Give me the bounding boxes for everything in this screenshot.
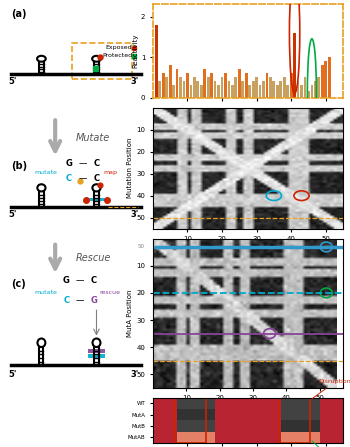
Text: 50: 50 bbox=[138, 245, 145, 249]
Bar bbox=[255, 77, 258, 97]
Bar bbox=[88, 354, 105, 358]
Bar bbox=[88, 198, 105, 202]
Bar bbox=[297, 81, 300, 97]
Bar bbox=[183, 81, 186, 97]
Text: map: map bbox=[103, 170, 117, 175]
Text: 10: 10 bbox=[138, 345, 145, 350]
Bar bbox=[214, 81, 217, 97]
Bar bbox=[293, 33, 296, 97]
Bar bbox=[224, 73, 227, 97]
Bar bbox=[175, 398, 206, 443]
Text: —: — bbox=[76, 296, 84, 305]
Bar bbox=[262, 81, 265, 97]
Bar bbox=[269, 77, 272, 97]
Bar bbox=[172, 85, 175, 97]
Bar bbox=[189, 85, 192, 97]
Text: 5': 5' bbox=[8, 370, 17, 379]
Bar bbox=[321, 65, 324, 97]
Bar bbox=[88, 349, 105, 353]
Y-axis label: Mutation Position: Mutation Position bbox=[127, 138, 133, 198]
Text: 30: 30 bbox=[138, 291, 145, 295]
Y-axis label: Reactivity: Reactivity bbox=[132, 34, 138, 68]
Bar bbox=[310, 85, 313, 97]
Bar bbox=[220, 77, 223, 97]
Bar bbox=[266, 73, 268, 97]
Bar bbox=[279, 81, 282, 97]
Bar bbox=[179, 77, 182, 97]
Y-axis label: MutA Position: MutA Position bbox=[127, 290, 133, 337]
Bar bbox=[210, 73, 213, 97]
Bar bbox=[252, 81, 254, 97]
Bar bbox=[245, 73, 247, 97]
Text: G: G bbox=[90, 296, 97, 305]
Bar bbox=[324, 61, 327, 97]
Text: mutate: mutate bbox=[34, 290, 57, 295]
Bar bbox=[165, 77, 168, 97]
Bar bbox=[200, 85, 203, 97]
Bar bbox=[279, 398, 310, 443]
Text: C: C bbox=[93, 174, 99, 183]
Bar bbox=[317, 77, 320, 97]
Bar bbox=[248, 85, 251, 97]
Bar bbox=[234, 77, 237, 97]
Bar bbox=[273, 81, 275, 97]
Bar bbox=[186, 73, 189, 97]
Bar bbox=[196, 81, 199, 97]
Text: rescue: rescue bbox=[100, 290, 121, 295]
Bar bbox=[238, 69, 241, 97]
Text: —: — bbox=[76, 277, 84, 286]
Bar bbox=[217, 85, 220, 97]
Text: (a): (a) bbox=[11, 9, 27, 19]
Bar bbox=[169, 65, 172, 97]
Bar bbox=[307, 92, 310, 97]
Bar bbox=[228, 81, 230, 97]
Text: 3': 3' bbox=[131, 77, 139, 86]
Bar bbox=[159, 81, 161, 97]
Bar bbox=[314, 81, 317, 97]
Bar bbox=[231, 85, 234, 97]
Text: (b): (b) bbox=[11, 161, 27, 171]
Text: 3': 3' bbox=[131, 211, 139, 219]
Text: C: C bbox=[91, 277, 97, 286]
Bar bbox=[286, 85, 289, 97]
Bar bbox=[176, 69, 178, 97]
Bar bbox=[283, 77, 286, 97]
Bar bbox=[328, 57, 330, 97]
Bar bbox=[162, 73, 164, 97]
Bar bbox=[300, 85, 303, 97]
Bar bbox=[276, 85, 279, 97]
Text: —: — bbox=[78, 174, 87, 183]
Bar bbox=[193, 77, 196, 97]
Text: C: C bbox=[66, 174, 72, 183]
Text: —: — bbox=[78, 159, 87, 168]
Bar bbox=[155, 25, 158, 97]
Text: G: G bbox=[63, 277, 70, 286]
Text: C: C bbox=[93, 159, 99, 168]
X-axis label: Sequence Position: Sequence Position bbox=[216, 245, 280, 251]
Text: Protected: Protected bbox=[102, 53, 132, 58]
Bar bbox=[203, 69, 206, 97]
X-axis label: Sequence Position: Sequence Position bbox=[216, 404, 280, 410]
Bar bbox=[207, 77, 210, 97]
Text: C: C bbox=[63, 296, 69, 305]
Text: 3': 3' bbox=[131, 370, 139, 379]
Text: Rescue: Rescue bbox=[312, 441, 341, 447]
Bar bbox=[303, 77, 306, 97]
Bar bbox=[259, 85, 261, 97]
Text: 5': 5' bbox=[8, 211, 17, 219]
Text: G: G bbox=[65, 159, 72, 168]
Text: Rescue: Rescue bbox=[76, 253, 111, 263]
Text: Disruption: Disruption bbox=[313, 380, 350, 398]
Bar bbox=[290, 73, 293, 97]
Text: Exposed: Exposed bbox=[106, 45, 132, 50]
Bar bbox=[241, 81, 244, 97]
Text: (c): (c) bbox=[11, 279, 26, 289]
Text: Mutate: Mutate bbox=[76, 133, 110, 143]
Text: mutate: mutate bbox=[34, 170, 57, 175]
Text: 5': 5' bbox=[8, 77, 17, 86]
